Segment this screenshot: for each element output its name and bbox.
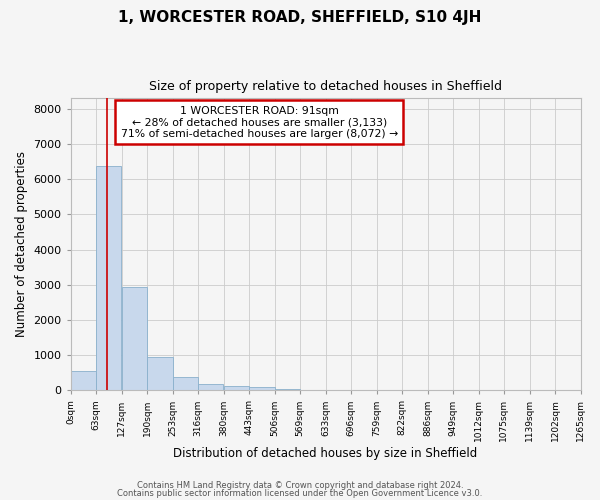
Bar xyxy=(249,388,275,390)
Bar xyxy=(224,386,249,390)
Bar xyxy=(71,370,96,390)
Bar xyxy=(173,377,198,390)
Bar xyxy=(198,384,223,390)
Text: Contains public sector information licensed under the Open Government Licence v3: Contains public sector information licen… xyxy=(118,488,482,498)
X-axis label: Distribution of detached houses by size in Sheffield: Distribution of detached houses by size … xyxy=(173,447,478,460)
Text: 1 WORCESTER ROAD: 91sqm
← 28% of detached houses are smaller (3,133)
71% of semi: 1 WORCESTER ROAD: 91sqm ← 28% of detache… xyxy=(121,106,398,139)
Title: Size of property relative to detached houses in Sheffield: Size of property relative to detached ho… xyxy=(149,80,502,93)
Bar xyxy=(122,286,147,391)
Text: 1, WORCESTER ROAD, SHEFFIELD, S10 4JH: 1, WORCESTER ROAD, SHEFFIELD, S10 4JH xyxy=(118,10,482,25)
Bar xyxy=(275,388,300,390)
Bar xyxy=(147,357,173,390)
Bar xyxy=(96,166,121,390)
Y-axis label: Number of detached properties: Number of detached properties xyxy=(15,152,28,338)
Text: Contains HM Land Registry data © Crown copyright and database right 2024.: Contains HM Land Registry data © Crown c… xyxy=(137,481,463,490)
